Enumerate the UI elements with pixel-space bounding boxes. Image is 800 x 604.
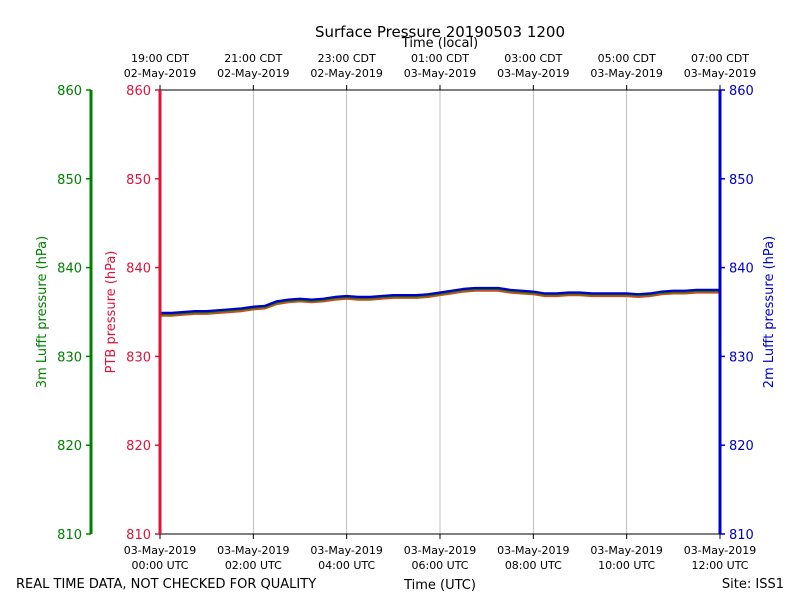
bottom-tick-time-2: 04:00 UTC <box>318 559 375 572</box>
top-tick-date-1: 02-May-2019 <box>217 67 289 80</box>
bottom-tick-time-4: 08:00 UTC <box>505 559 562 572</box>
top-tick-time-3: 01:00 CDT <box>411 52 469 65</box>
top-tick-date-3: 03-May-2019 <box>404 67 476 80</box>
bottom-tick-time-6: 12:00 UTC <box>691 559 748 572</box>
top-tick-date-6: 03-May-2019 <box>684 67 756 80</box>
top-tick-time-2: 23:00 CDT <box>318 52 376 65</box>
left-outer-tick-label-1: 820 <box>57 439 82 454</box>
top-tick-time-4: 03:00 CDT <box>504 52 562 65</box>
bottom-tick-time-5: 10:00 UTC <box>598 559 655 572</box>
left-inner-tick-label-3: 840 <box>126 262 151 277</box>
top-axis-label: Time (local) <box>401 36 478 51</box>
site-label: Site: ISS1 <box>722 577 784 592</box>
x-axis-label: Time (UTC) <box>403 578 476 593</box>
top-tick-time-5: 05:00 CDT <box>598 52 656 65</box>
left-inner-tick-label-1: 820 <box>126 439 151 454</box>
chart-title: Surface Pressure 20190503 1200 <box>315 23 565 41</box>
right-tick-label-4: 850 <box>729 173 754 188</box>
left-inner-tick-label-0: 810 <box>126 528 151 543</box>
left-outer-tick-label-0: 810 <box>57 528 82 543</box>
bottom-tick-date-0: 03-May-2019 <box>124 544 196 557</box>
bottom-tick-time-3: 06:00 UTC <box>411 559 468 572</box>
top-tick-time-0: 19:00 CDT <box>131 52 189 65</box>
left-inner-tick-label-5: 860 <box>126 84 151 99</box>
left-inner-tick-label-4: 850 <box>126 173 151 188</box>
right-tick-label-3: 840 <box>729 262 754 277</box>
top-tick-date-2: 02-May-2019 <box>310 67 382 80</box>
bottom-tick-date-3: 03-May-2019 <box>404 544 476 557</box>
right-tick-label-0: 810 <box>729 528 754 543</box>
series-lines <box>160 286 720 317</box>
right-tick-label-1: 820 <box>729 439 754 454</box>
left-inner-tick-label-2: 830 <box>126 350 151 365</box>
right-tick-label-2: 830 <box>729 350 754 365</box>
series-line-0 <box>160 289 720 317</box>
bottom-tick-date-2: 03-May-2019 <box>310 544 382 557</box>
axes <box>86 85 725 539</box>
bottom-tick-date-4: 03-May-2019 <box>497 544 569 557</box>
left-inner-axis-label: PTB pressure (hPa) <box>104 251 119 374</box>
grid-lines <box>252 90 628 534</box>
left-outer-axis-label: 3m Lufft pressure (hPa) <box>35 236 50 388</box>
bottom-tick-date-1: 03-May-2019 <box>217 544 289 557</box>
bottom-tick-date-5: 03-May-2019 <box>590 544 662 557</box>
bottom-tick-time-0: 00:00 UTC <box>131 559 188 572</box>
bottom-tick-date-6: 03-May-2019 <box>684 544 756 557</box>
top-tick-date-4: 03-May-2019 <box>497 67 569 80</box>
bottom-tick-time-1: 02:00 UTC <box>225 559 282 572</box>
top-tick-date-5: 03-May-2019 <box>590 67 662 80</box>
left-outer-tick-label-5: 860 <box>57 84 82 99</box>
tick-labels: 810 820 830 840 850 860 810 820 830 840 850 860 810 8… <box>57 52 756 572</box>
quality-note: REAL TIME DATA, NOT CHECKED FOR QUALITY <box>16 577 316 592</box>
top-tick-time-1: 21:00 CDT <box>224 52 282 65</box>
right-axis-label: 2m Lufft pressure (hPa) <box>762 236 777 388</box>
top-tick-date-0: 02-May-2019 <box>124 67 196 80</box>
top-tick-time-6: 07:00 CDT <box>691 52 749 65</box>
left-outer-tick-label-2: 830 <box>57 350 82 365</box>
left-outer-tick-label-3: 840 <box>57 262 82 277</box>
left-outer-tick-label-4: 850 <box>57 173 82 188</box>
right-tick-label-5: 860 <box>729 84 754 99</box>
series-line-2 <box>160 286 720 314</box>
